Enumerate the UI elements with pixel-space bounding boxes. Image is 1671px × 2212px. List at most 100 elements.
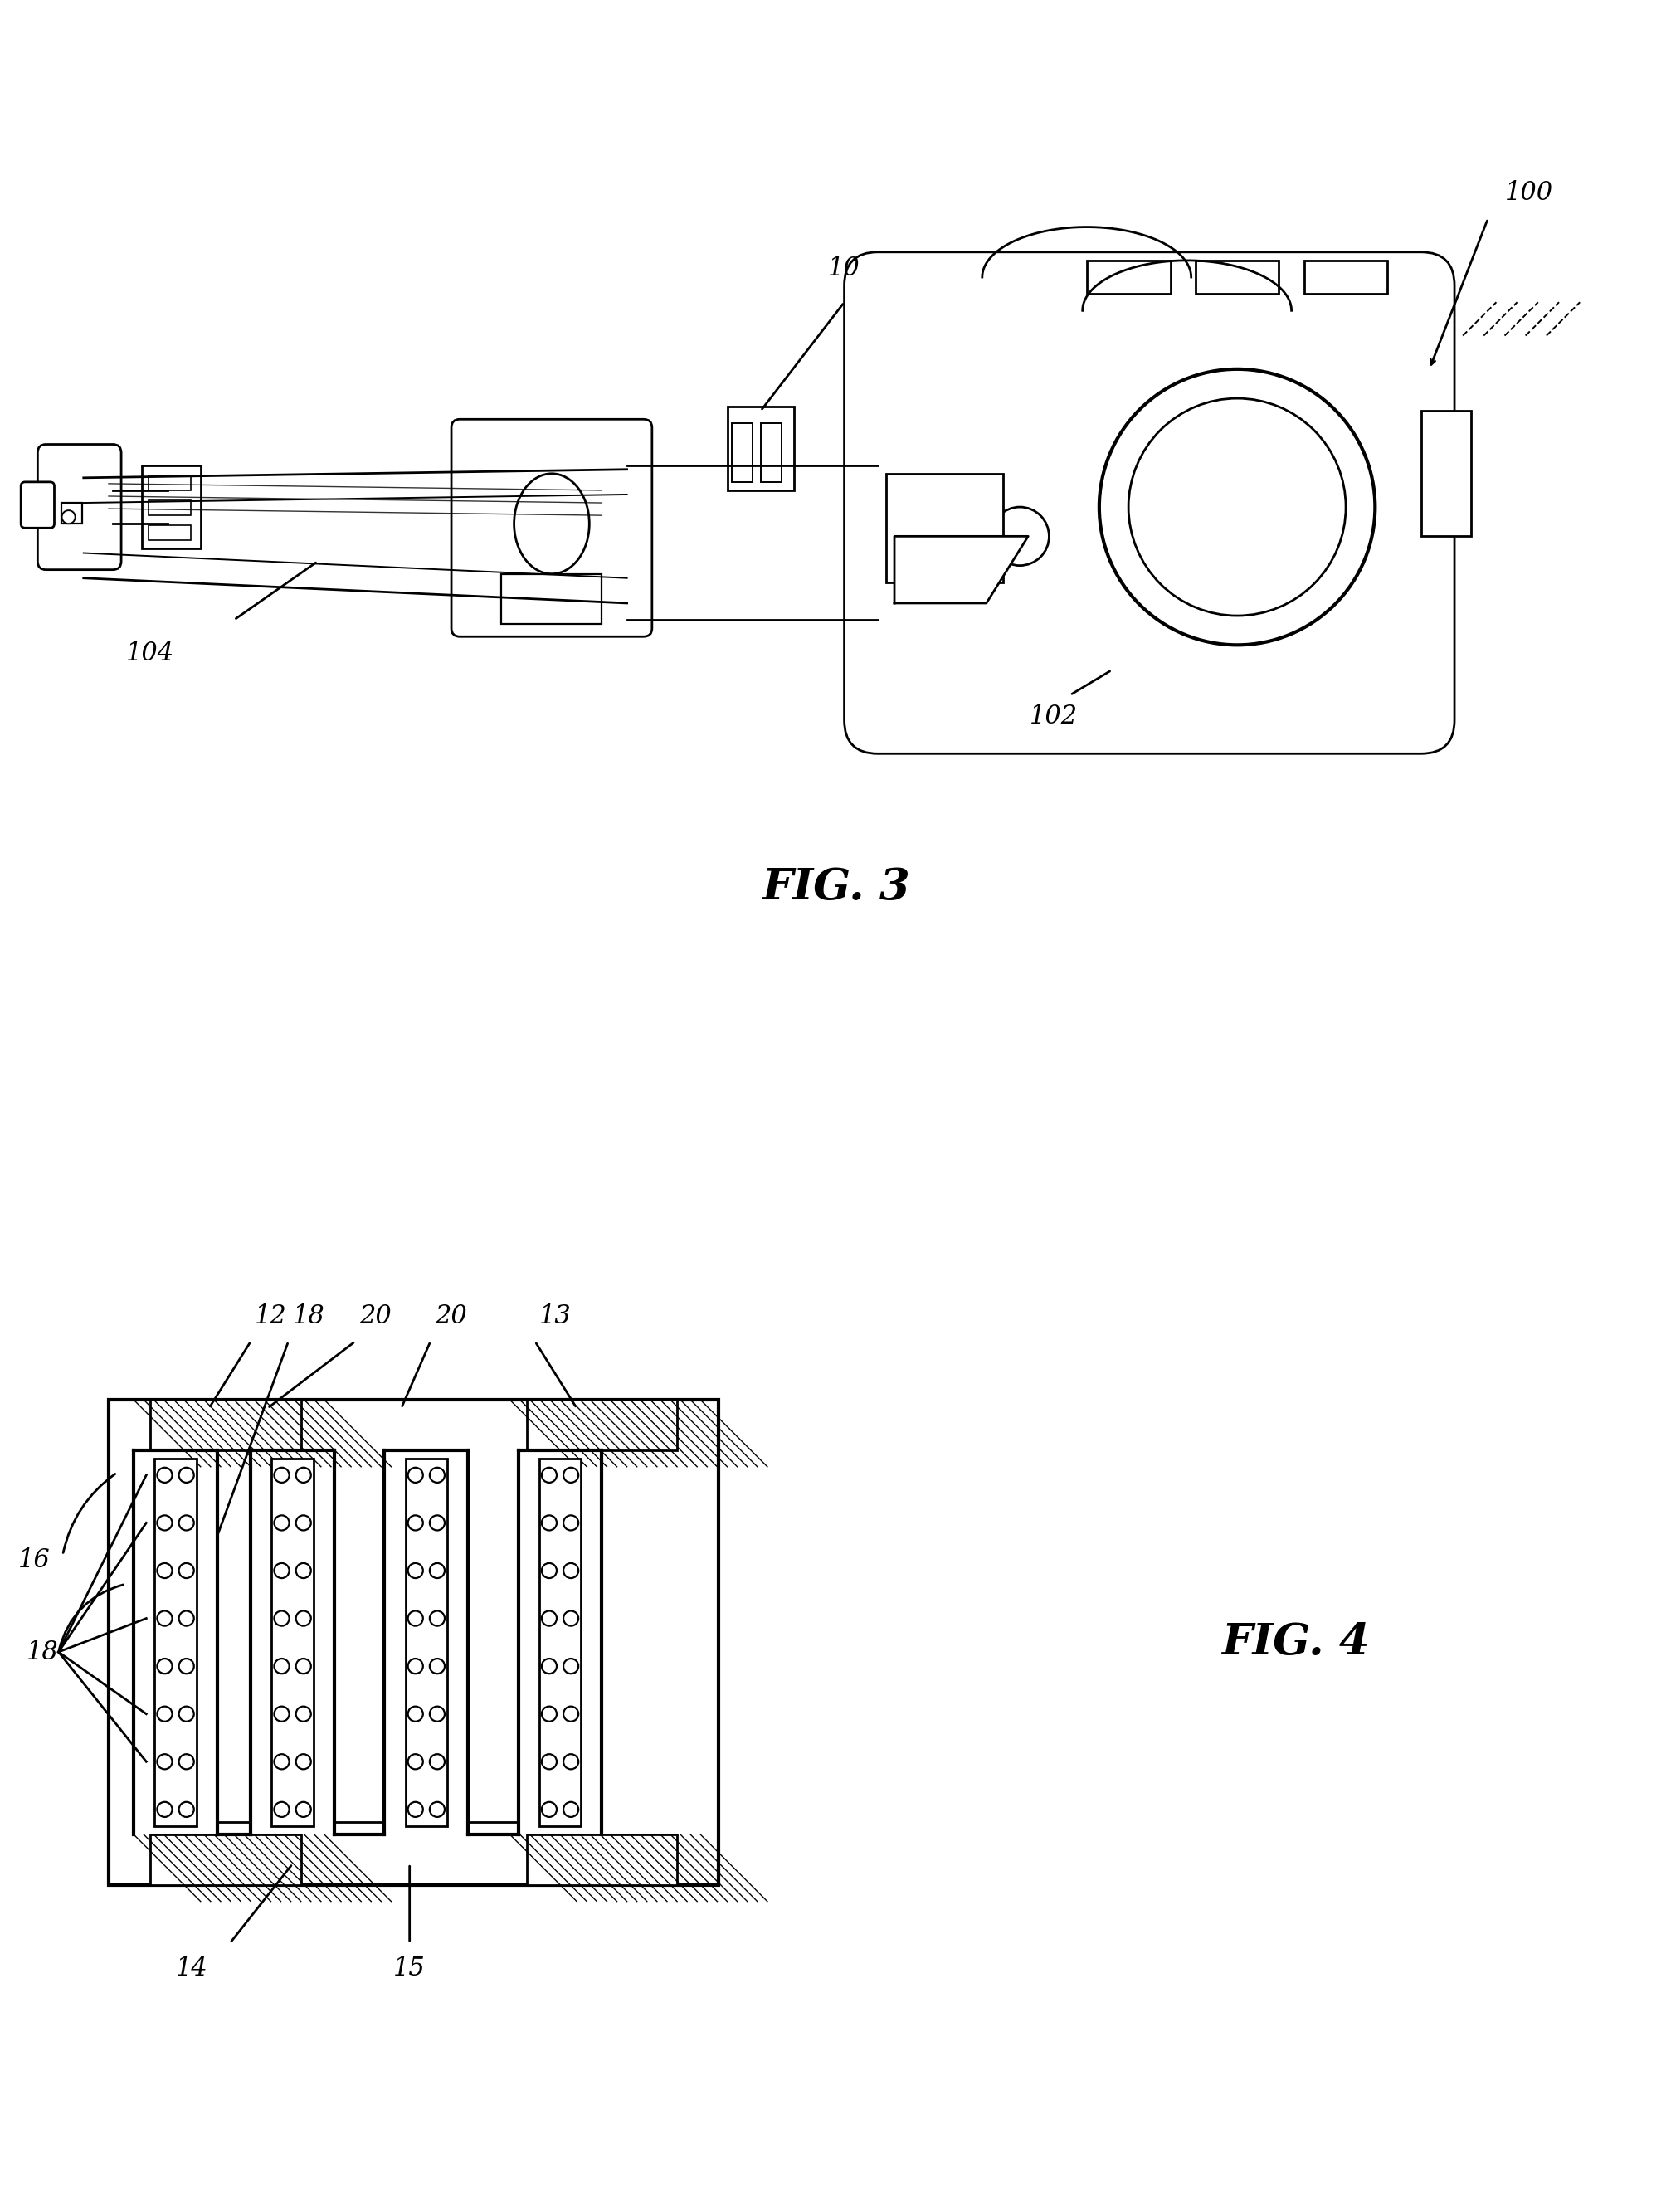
Circle shape	[179, 1564, 194, 1577]
Text: 100: 100	[1504, 181, 1552, 206]
Circle shape	[179, 1754, 194, 1770]
Circle shape	[296, 1564, 311, 1577]
Circle shape	[157, 1705, 172, 1721]
Circle shape	[296, 1515, 311, 1531]
FancyBboxPatch shape	[844, 252, 1454, 754]
Bar	[155, 1458, 197, 1827]
Bar	[272, 1458, 314, 1827]
Circle shape	[274, 1803, 289, 1816]
Bar	[1303, 261, 1387, 294]
Bar	[1086, 261, 1170, 294]
FancyBboxPatch shape	[451, 420, 652, 637]
Circle shape	[408, 1610, 423, 1626]
Circle shape	[274, 1659, 289, 1674]
Circle shape	[157, 1659, 172, 1674]
FancyBboxPatch shape	[37, 445, 122, 571]
Text: FIG. 4: FIG. 4	[1222, 1621, 1369, 1663]
Circle shape	[563, 1467, 578, 1482]
Text: 18: 18	[292, 1303, 324, 1329]
Bar	[1195, 261, 1278, 294]
Bar	[727, 407, 794, 491]
Circle shape	[157, 1515, 172, 1531]
Circle shape	[429, 1754, 444, 1770]
Circle shape	[408, 1803, 423, 1816]
Circle shape	[563, 1515, 578, 1531]
Circle shape	[563, 1754, 578, 1770]
Bar	[1420, 411, 1470, 535]
Circle shape	[62, 511, 75, 524]
Circle shape	[408, 1754, 423, 1770]
Text: FIG. 3: FIG. 3	[762, 867, 909, 909]
Bar	[526, 1400, 677, 1451]
Bar	[540, 1458, 582, 1827]
Circle shape	[274, 1467, 289, 1482]
Circle shape	[157, 1754, 172, 1770]
Circle shape	[989, 507, 1049, 566]
Bar	[150, 1400, 301, 1451]
Circle shape	[179, 1515, 194, 1531]
Circle shape	[541, 1610, 556, 1626]
Circle shape	[274, 1610, 289, 1626]
Ellipse shape	[515, 473, 590, 573]
Circle shape	[157, 1803, 172, 1816]
Polygon shape	[894, 535, 1028, 604]
Circle shape	[429, 1564, 444, 1577]
Text: 20: 20	[434, 1303, 466, 1329]
Circle shape	[179, 1467, 194, 1482]
Circle shape	[296, 1754, 311, 1770]
Circle shape	[157, 1564, 172, 1577]
Bar	[149, 476, 190, 491]
Text: 16: 16	[18, 1546, 50, 1573]
Text: 10: 10	[827, 257, 861, 281]
Circle shape	[296, 1659, 311, 1674]
Bar	[526, 1834, 677, 1885]
FancyBboxPatch shape	[20, 482, 55, 529]
Circle shape	[429, 1659, 444, 1674]
Circle shape	[541, 1803, 556, 1816]
Circle shape	[408, 1705, 423, 1721]
Circle shape	[563, 1564, 578, 1577]
Circle shape	[408, 1515, 423, 1531]
Bar	[732, 422, 752, 482]
Bar	[109, 1400, 719, 1885]
Circle shape	[429, 1610, 444, 1626]
Circle shape	[157, 1610, 172, 1626]
Circle shape	[179, 1705, 194, 1721]
Circle shape	[541, 1705, 556, 1721]
Circle shape	[429, 1467, 444, 1482]
Circle shape	[179, 1610, 194, 1626]
Bar	[886, 473, 1003, 582]
Circle shape	[408, 1659, 423, 1674]
Circle shape	[274, 1515, 289, 1531]
Circle shape	[274, 1564, 289, 1577]
Circle shape	[541, 1467, 556, 1482]
Circle shape	[429, 1705, 444, 1721]
Circle shape	[1128, 398, 1345, 615]
Circle shape	[157, 1467, 172, 1482]
Text: 15: 15	[393, 1955, 426, 1982]
Circle shape	[429, 1803, 444, 1816]
Circle shape	[1100, 369, 1375, 646]
Text: 18: 18	[27, 1639, 58, 1666]
Text: 104: 104	[127, 641, 174, 666]
Bar	[406, 1458, 448, 1827]
Circle shape	[274, 1754, 289, 1770]
Circle shape	[541, 1659, 556, 1674]
Circle shape	[179, 1803, 194, 1816]
Text: 12: 12	[256, 1303, 287, 1329]
Circle shape	[563, 1803, 578, 1816]
Text: 13: 13	[540, 1303, 571, 1329]
Circle shape	[179, 1659, 194, 1674]
Circle shape	[563, 1610, 578, 1626]
Circle shape	[541, 1515, 556, 1531]
Text: 20: 20	[359, 1303, 391, 1329]
Bar	[760, 422, 782, 482]
Circle shape	[541, 1564, 556, 1577]
Circle shape	[296, 1705, 311, 1721]
Bar	[142, 465, 201, 549]
Circle shape	[296, 1467, 311, 1482]
Circle shape	[296, 1610, 311, 1626]
Bar	[501, 573, 602, 624]
Bar	[149, 526, 190, 540]
Circle shape	[296, 1803, 311, 1816]
